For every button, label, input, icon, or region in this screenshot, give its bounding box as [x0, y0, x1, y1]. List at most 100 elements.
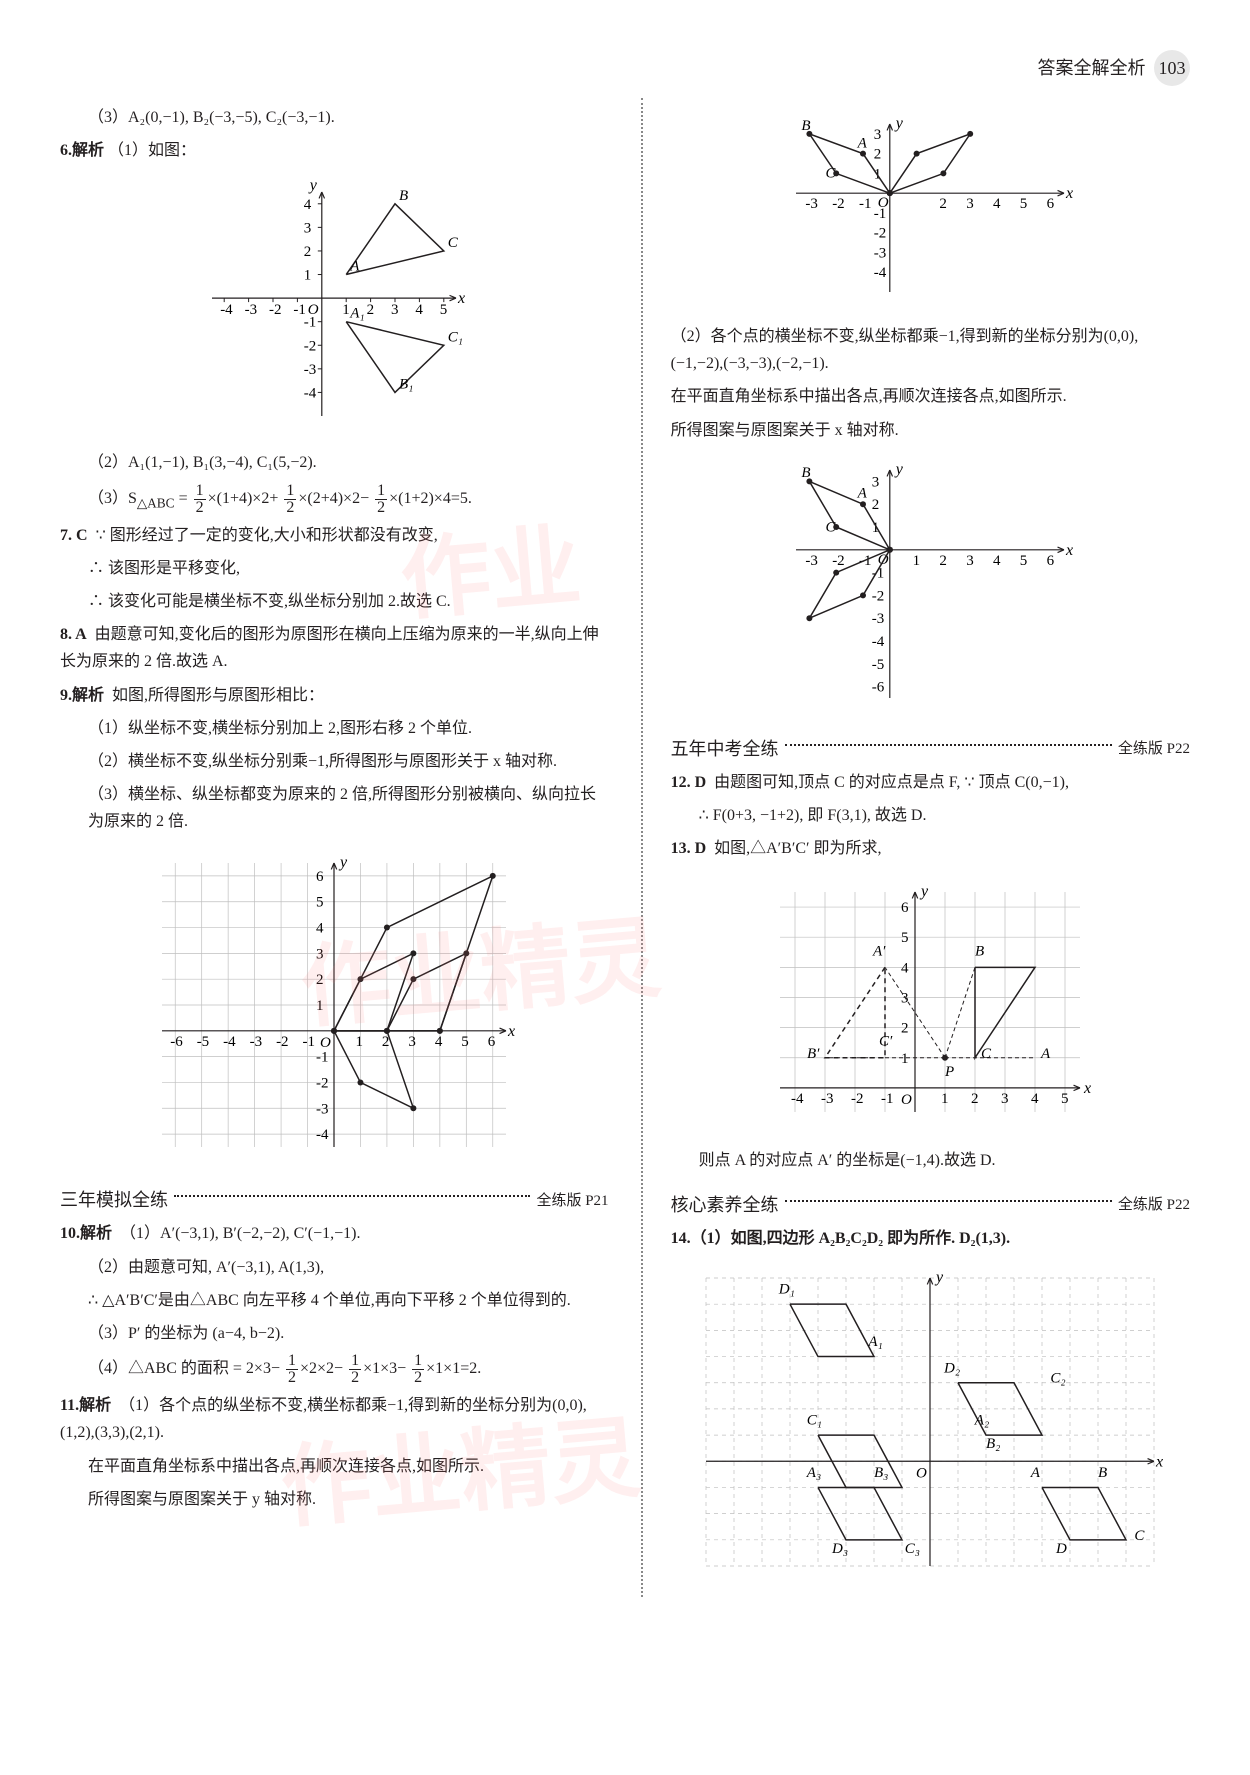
svg-text:3: 3 — [872, 474, 880, 490]
frac: 12 — [284, 483, 296, 516]
svg-text:-1: -1 — [881, 1091, 894, 1107]
q10-4: （4）△ABC 的面积 = 2×3− 12×2×2− 12×1×3− 12×1×… — [60, 1353, 609, 1386]
svg-text:D: D — [1055, 1541, 1067, 1557]
svg-text:5: 5 — [1020, 553, 1028, 569]
q13: 13. D 如图,△A′B′C′ 即为所求, — [671, 835, 1190, 862]
svg-text:x: x — [507, 1023, 515, 1040]
svg-text:6: 6 — [316, 869, 324, 885]
svg-text:4: 4 — [304, 197, 312, 213]
svg-text:-4: -4 — [791, 1091, 804, 1107]
svg-text:-1: -1 — [872, 565, 885, 581]
svg-text:C: C — [448, 235, 459, 251]
left-column: （3）A₂(0,−1), B₂(−3,−5), C₂(−3,−1). 6.解析 … — [60, 98, 609, 1597]
t: = — [175, 490, 192, 507]
section-1: 三年模拟全练 全练版 P21 — [60, 1186, 609, 1212]
q7: 7. C ∵ 图形经过了一定的变化,大小和形状都没有改变, — [60, 522, 609, 549]
svg-text:4: 4 — [316, 921, 324, 937]
svg-text:O: O — [878, 195, 889, 211]
svg-text:-2: -2 — [269, 302, 282, 318]
r-p2c: 所得图案与原图案关于 x 轴对称. — [671, 417, 1190, 444]
chart-q6: -4-3-2-112345-4-3-2-11234OxyABCA₁B₁C₁ — [60, 174, 609, 439]
svg-text:B: B — [802, 118, 811, 134]
svg-text:2: 2 — [874, 147, 882, 163]
svg-text:y: y — [894, 461, 904, 478]
chart-q9: -6-5-4-3-2-1123456-4-3-2-1123456Oxy — [60, 845, 609, 1170]
t: （1）A′(−3,1), B′(−2,−2), C′(−1,−1). — [120, 1225, 361, 1242]
q12b: ∴ F(0+3, −1+2), 即 F(3,1), 故选 D. — [671, 802, 1190, 829]
q9-num: 9.解析 — [60, 687, 104, 704]
sec1-title: 三年模拟全练 — [60, 1186, 168, 1212]
svg-text:1: 1 — [356, 1034, 364, 1050]
svg-text:B: B — [399, 188, 408, 204]
svg-text:6: 6 — [1047, 196, 1055, 212]
t: ∵ 图形经过了一定的变化,大小和形状都没有改变, — [96, 527, 438, 544]
svg-text:-1: -1 — [303, 1034, 316, 1050]
svg-text:1: 1 — [941, 1091, 949, 1107]
chart-r-top: -3-2-123456-4-3-2-1123OxyBAC — [671, 108, 1190, 313]
svg-text:2: 2 — [940, 196, 948, 212]
d: 2 — [412, 1370, 424, 1386]
svg-text:x: x — [1155, 1453, 1163, 1470]
d: 2 — [284, 500, 296, 516]
t: 如图,所得图形与原图形相比： — [112, 687, 324, 704]
svg-text:C: C — [826, 519, 837, 535]
n: 1 — [194, 483, 206, 500]
svg-text:O: O — [916, 1465, 927, 1481]
q14: 14.（1）如图,四边形 A₂B₂C₂D₂ 即为所作. D₂(1,3). — [671, 1225, 1190, 1252]
svg-text:-4: -4 — [874, 265, 887, 281]
svg-text:x: x — [457, 290, 465, 307]
svg-text:2: 2 — [304, 244, 312, 260]
svg-text:-3: -3 — [806, 553, 819, 569]
q13c: 则点 A 的对应点 A′ 的坐标是(−1,4).故选 D. — [671, 1147, 1190, 1174]
svg-text:D₃: D₃ — [831, 1541, 848, 1557]
svg-text:A: A — [1030, 1465, 1041, 1481]
svg-text:B: B — [802, 465, 811, 481]
svg-text:B′: B′ — [807, 1046, 820, 1062]
q10-2b: ∴ △A′B′C′是由△ABC 向左平移 4 个单位,再向下平移 2 个单位得到… — [60, 1287, 609, 1314]
svg-text:5: 5 — [1061, 1091, 1069, 1107]
svg-text:D₁: D₁ — [778, 1281, 795, 1297]
t: ×2×2− — [300, 1360, 343, 1377]
q7-line3: ∴ 该变化可能是横坐标不变,纵坐标分别加 2.故选 C. — [60, 588, 609, 615]
n: 1 — [286, 1353, 298, 1370]
svg-text:A₁: A₁ — [868, 1334, 883, 1350]
svg-text:3: 3 — [304, 221, 312, 237]
d: 2 — [286, 1370, 298, 1386]
svg-text:A: A — [349, 259, 360, 275]
section-2: 五年中考全练 全练版 P22 — [671, 735, 1190, 761]
q12: 12. D 由题图可知,顶点 C 的对应点是点 F, ∵ 顶点 C(0,−1), — [671, 769, 1190, 796]
r-p2a: （2）各个点的横坐标不变,纵坐标都乘−1,得到新的坐标分别为(0,0),(−1,… — [671, 323, 1190, 377]
svg-text:-4: -4 — [220, 302, 233, 318]
q6-part2: （2）A₁(1,−1), B₁(3,−4), C₁(5,−2). — [60, 449, 609, 476]
t: ×1×3− — [363, 1360, 406, 1377]
t: （4）△ABC 的面积 = 2×3− — [88, 1360, 280, 1377]
svg-text:-6: -6 — [171, 1034, 184, 1050]
svg-text:C′: C′ — [879, 1034, 893, 1050]
q6-part1: （1）如图： — [108, 142, 196, 159]
page-number: 103 — [1154, 50, 1190, 86]
svg-text:C₁: C₁ — [807, 1412, 822, 1428]
t: ×(1+4)×2+ — [208, 490, 279, 507]
sec3-title: 核心素养全练 — [671, 1191, 779, 1217]
svg-text:-3: -3 — [874, 245, 887, 261]
svg-text:4: 4 — [416, 302, 424, 318]
q7-num: 7. C — [60, 527, 88, 544]
chart-r-mid: -3-2-1123456-6-5-4-3-2-1123OxyBAC — [671, 454, 1190, 719]
r-p2b: 在平面直角坐标系中描出各点,再顺次连接各点,如图所示. — [671, 383, 1190, 410]
svg-text:4: 4 — [435, 1034, 443, 1050]
svg-text:y: y — [934, 1269, 944, 1286]
svg-text:-3: -3 — [806, 196, 819, 212]
svg-text:C₂: C₂ — [1051, 1370, 1066, 1386]
svg-text:y: y — [308, 177, 318, 194]
svg-text:5: 5 — [462, 1034, 470, 1050]
svg-text:x: x — [1065, 185, 1073, 202]
svg-text:-4: -4 — [304, 386, 317, 402]
svg-text:A: A — [857, 485, 868, 501]
svg-text:3: 3 — [409, 1034, 417, 1050]
t: （3）S — [88, 490, 137, 507]
svg-text:C₁: C₁ — [448, 330, 463, 346]
q3-answer: （3）A₂(0,−1), B₂(−3,−5), C₂(−3,−1). — [60, 104, 609, 131]
frac: 12 — [349, 1353, 361, 1386]
svg-text:4: 4 — [1031, 1091, 1039, 1107]
sec1-ref: 全练版 P21 — [536, 1189, 608, 1210]
